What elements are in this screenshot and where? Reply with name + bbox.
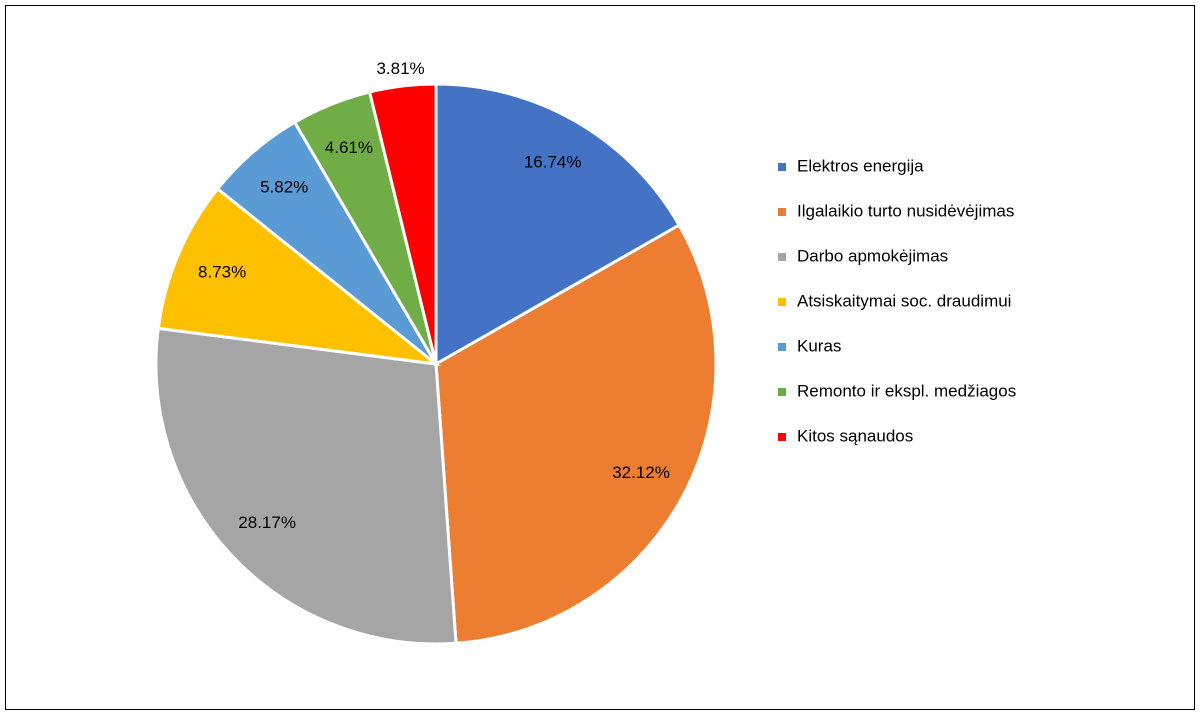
legend-swatch [778,343,786,351]
legend-label: Elektros energija [797,156,924,175]
legend-swatch [778,253,786,261]
legend-label: Remonto ir ekspl. medžiagos [797,381,1016,400]
legend-label: Darbo apmokėjimas [797,246,948,265]
pie-slice [367,82,438,365]
data-label: 3.81% [376,59,424,78]
pie-slice [156,186,442,367]
legend-label: Kuras [797,336,841,355]
pie-slice [434,82,682,367]
data-label: 5.82% [260,178,308,197]
data-label: 32.12% [612,463,670,482]
legend-swatch [778,388,786,396]
legend-swatch [778,208,786,216]
pie-slice [154,326,458,646]
data-label: 8.73% [198,263,246,282]
pie-slice [434,223,718,645]
legend-label: Ilgalaikio turto nusidėvėjimas [797,201,1014,220]
legend-swatch [778,163,786,171]
legend-swatch [778,298,786,306]
data-label: 4.61% [325,138,373,157]
legend-swatch [778,433,786,441]
data-label: 28.17% [238,513,296,532]
data-label: 16.74% [524,152,582,171]
legend-label: Kitos sąnaudos [797,426,913,445]
legend-label: Atsiskaitymai soc. draudimui [797,291,1011,310]
